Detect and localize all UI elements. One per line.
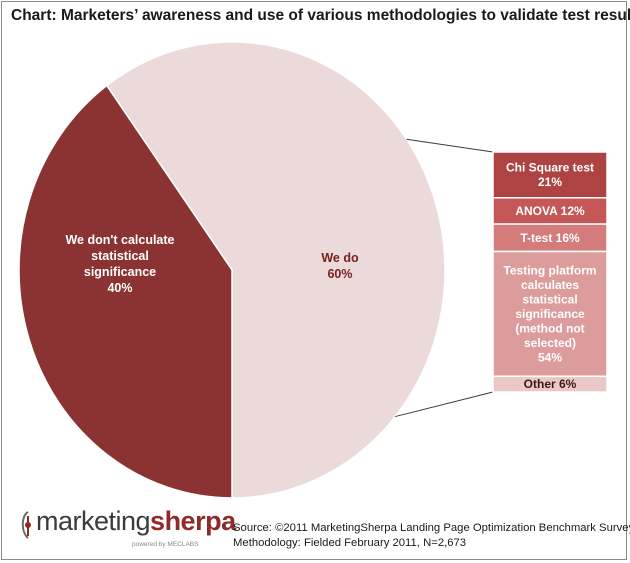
pie-slice-we-don-t-calculate [18, 84, 233, 499]
breakdown-connector-bottom [395, 391, 494, 418]
slice-label-we-don-t-calculate: statistical [91, 249, 149, 263]
source-note: Source: ©2011 MarketingSherpa Landing Pa… [233, 521, 630, 551]
logo-word-sherpa: sherpa [150, 506, 236, 536]
breakdown-segment-chi-square-test [492, 151, 608, 199]
slice-label-we-do: 60% [327, 267, 352, 281]
breakdown-label-testing-platform: (method not [515, 321, 584, 335]
slice-label-we-don-t-calculate: significance [84, 265, 156, 279]
breakdown-label-chi-square-test: 21% [538, 175, 562, 189]
source-line: Source: ©2011 MarketingSherpa Landing Pa… [233, 522, 630, 534]
breakdown-label-testing-platform: selected) [524, 336, 576, 350]
slice-label-we-don-t-calculate: We don't calculate [65, 233, 174, 247]
slice-label-we-do: We do [321, 251, 359, 265]
breakdown-label-other-6: Other 6% [524, 377, 577, 391]
breakdown-label-anova-12: ANOVA 12% [515, 204, 585, 218]
breakdown-label-testing-platform: 54% [538, 350, 562, 364]
breakdown-label-testing-platform: significance [515, 307, 585, 321]
breakdown-connector-top [406, 138, 494, 153]
logo-word-marketing: marketing [36, 506, 151, 536]
chart-title: Chart: Marketers’ awareness and use of v… [11, 7, 630, 24]
sherpa-logo-icon [21, 511, 31, 539]
breakdown-label-testing-platform: calculates [521, 278, 579, 292]
breakdown-label-testing-platform: statistical [522, 292, 577, 306]
breakdown-label-t-test-16: T-test 16% [520, 231, 580, 245]
logo-powered-by: powered by MECLABS [132, 541, 199, 548]
methodology-line: Methodology: Fielded February 2011, N=2,… [233, 537, 467, 549]
pie-slice-we-do [105, 41, 446, 499]
slice-label-we-don-t-calculate: 40% [107, 281, 132, 295]
marketingsherpa-logo: marketingsherpa [36, 506, 236, 537]
breakdown-segment-other-6 [492, 375, 608, 393]
breakdown-label-testing-platform: Testing platform [503, 263, 596, 277]
breakdown-label-chi-square-test: Chi Square test [506, 161, 594, 175]
